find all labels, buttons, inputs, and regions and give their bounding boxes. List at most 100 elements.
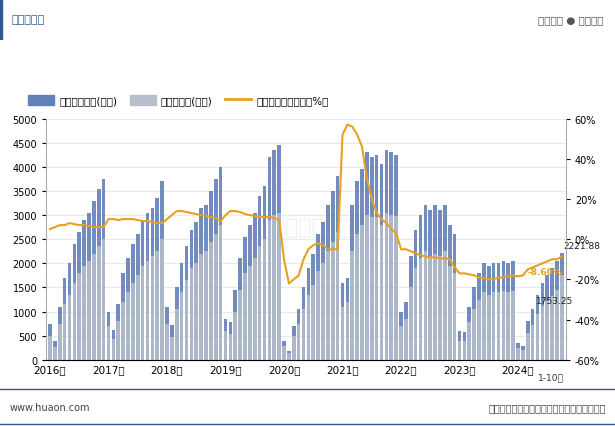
Bar <box>180 293 183 360</box>
Bar <box>546 301 549 360</box>
Bar <box>239 290 242 360</box>
Bar <box>146 213 149 360</box>
Bar <box>355 235 359 360</box>
Bar <box>351 206 354 360</box>
Bar <box>141 220 145 360</box>
Bar <box>526 333 530 360</box>
Bar <box>111 330 115 360</box>
Bar <box>443 252 446 360</box>
Bar <box>404 319 408 360</box>
Bar <box>165 324 169 360</box>
Bar <box>536 315 539 360</box>
Bar <box>248 266 252 360</box>
Bar <box>0 0 2 40</box>
Text: 数据来源：国家统计局、华经产业研究院整理: 数据来源：国家统计局、华经产业研究院整理 <box>488 402 606 412</box>
Bar <box>199 254 203 360</box>
Text: 1753.25: 1753.25 <box>536 296 573 305</box>
Bar <box>482 293 486 360</box>
Bar <box>297 309 301 360</box>
Bar <box>541 283 544 360</box>
Bar <box>341 283 344 360</box>
Bar <box>102 239 106 360</box>
Bar <box>399 312 403 360</box>
Bar <box>379 225 383 360</box>
Bar <box>239 259 242 360</box>
Bar <box>311 285 315 360</box>
Bar <box>462 332 466 360</box>
Bar <box>502 261 506 360</box>
Bar <box>341 307 344 360</box>
Bar <box>82 266 86 360</box>
Bar <box>536 295 539 360</box>
Bar <box>384 150 388 360</box>
Bar <box>258 247 261 360</box>
Bar <box>502 291 506 360</box>
Bar <box>443 206 446 360</box>
Bar <box>321 264 325 360</box>
Bar <box>87 213 91 360</box>
Bar <box>531 309 534 360</box>
Bar <box>106 312 110 360</box>
Text: 2016-2024年10月重庆市房地产投资额及住宅投资额: 2016-2024年10月重庆市房地产投资额及住宅投资额 <box>155 54 460 72</box>
Bar <box>131 245 135 360</box>
Bar <box>92 201 96 360</box>
Bar <box>355 182 359 360</box>
Bar <box>331 242 335 360</box>
Bar <box>497 264 501 360</box>
Bar <box>116 322 120 360</box>
Bar <box>121 302 125 360</box>
Bar <box>282 346 286 360</box>
Bar <box>448 266 451 360</box>
Bar <box>131 283 135 360</box>
Bar <box>511 261 515 360</box>
Bar <box>419 216 423 360</box>
Bar <box>156 252 159 360</box>
Bar <box>414 230 418 360</box>
Bar <box>151 256 154 360</box>
Bar <box>243 237 247 360</box>
Bar <box>170 337 173 360</box>
Bar <box>272 216 276 360</box>
Bar <box>156 199 159 360</box>
Bar <box>214 179 218 360</box>
Bar <box>365 216 369 360</box>
Bar <box>263 187 266 360</box>
Bar <box>161 239 164 360</box>
Bar <box>175 288 178 360</box>
Bar <box>111 339 115 360</box>
Bar <box>526 322 530 360</box>
Bar <box>58 324 62 360</box>
Bar <box>189 268 193 360</box>
Bar <box>555 291 559 360</box>
Bar <box>53 348 57 360</box>
Bar <box>458 341 461 360</box>
Bar <box>472 309 476 360</box>
Bar <box>438 211 442 360</box>
Bar <box>438 256 442 360</box>
Bar <box>302 288 306 360</box>
Bar <box>336 177 339 360</box>
Bar <box>521 346 525 360</box>
Bar <box>506 264 510 360</box>
Bar <box>487 295 491 360</box>
Bar <box>306 268 310 360</box>
Bar <box>146 261 149 360</box>
Bar <box>360 170 364 360</box>
Bar <box>282 342 286 360</box>
Bar <box>175 309 178 360</box>
Bar <box>346 302 349 360</box>
Bar <box>560 276 564 360</box>
Bar <box>116 305 120 360</box>
Bar <box>297 324 301 360</box>
Bar <box>204 206 208 360</box>
Bar <box>224 319 228 360</box>
Bar <box>424 206 427 360</box>
Bar <box>429 211 432 360</box>
Bar <box>541 306 544 360</box>
Bar <box>404 302 408 360</box>
Bar <box>180 264 183 360</box>
Bar <box>311 254 315 360</box>
Text: 专业严谨 ● 客观科学: 专业严谨 ● 客观科学 <box>538 15 604 25</box>
Bar <box>375 218 378 360</box>
Bar <box>272 150 276 360</box>
